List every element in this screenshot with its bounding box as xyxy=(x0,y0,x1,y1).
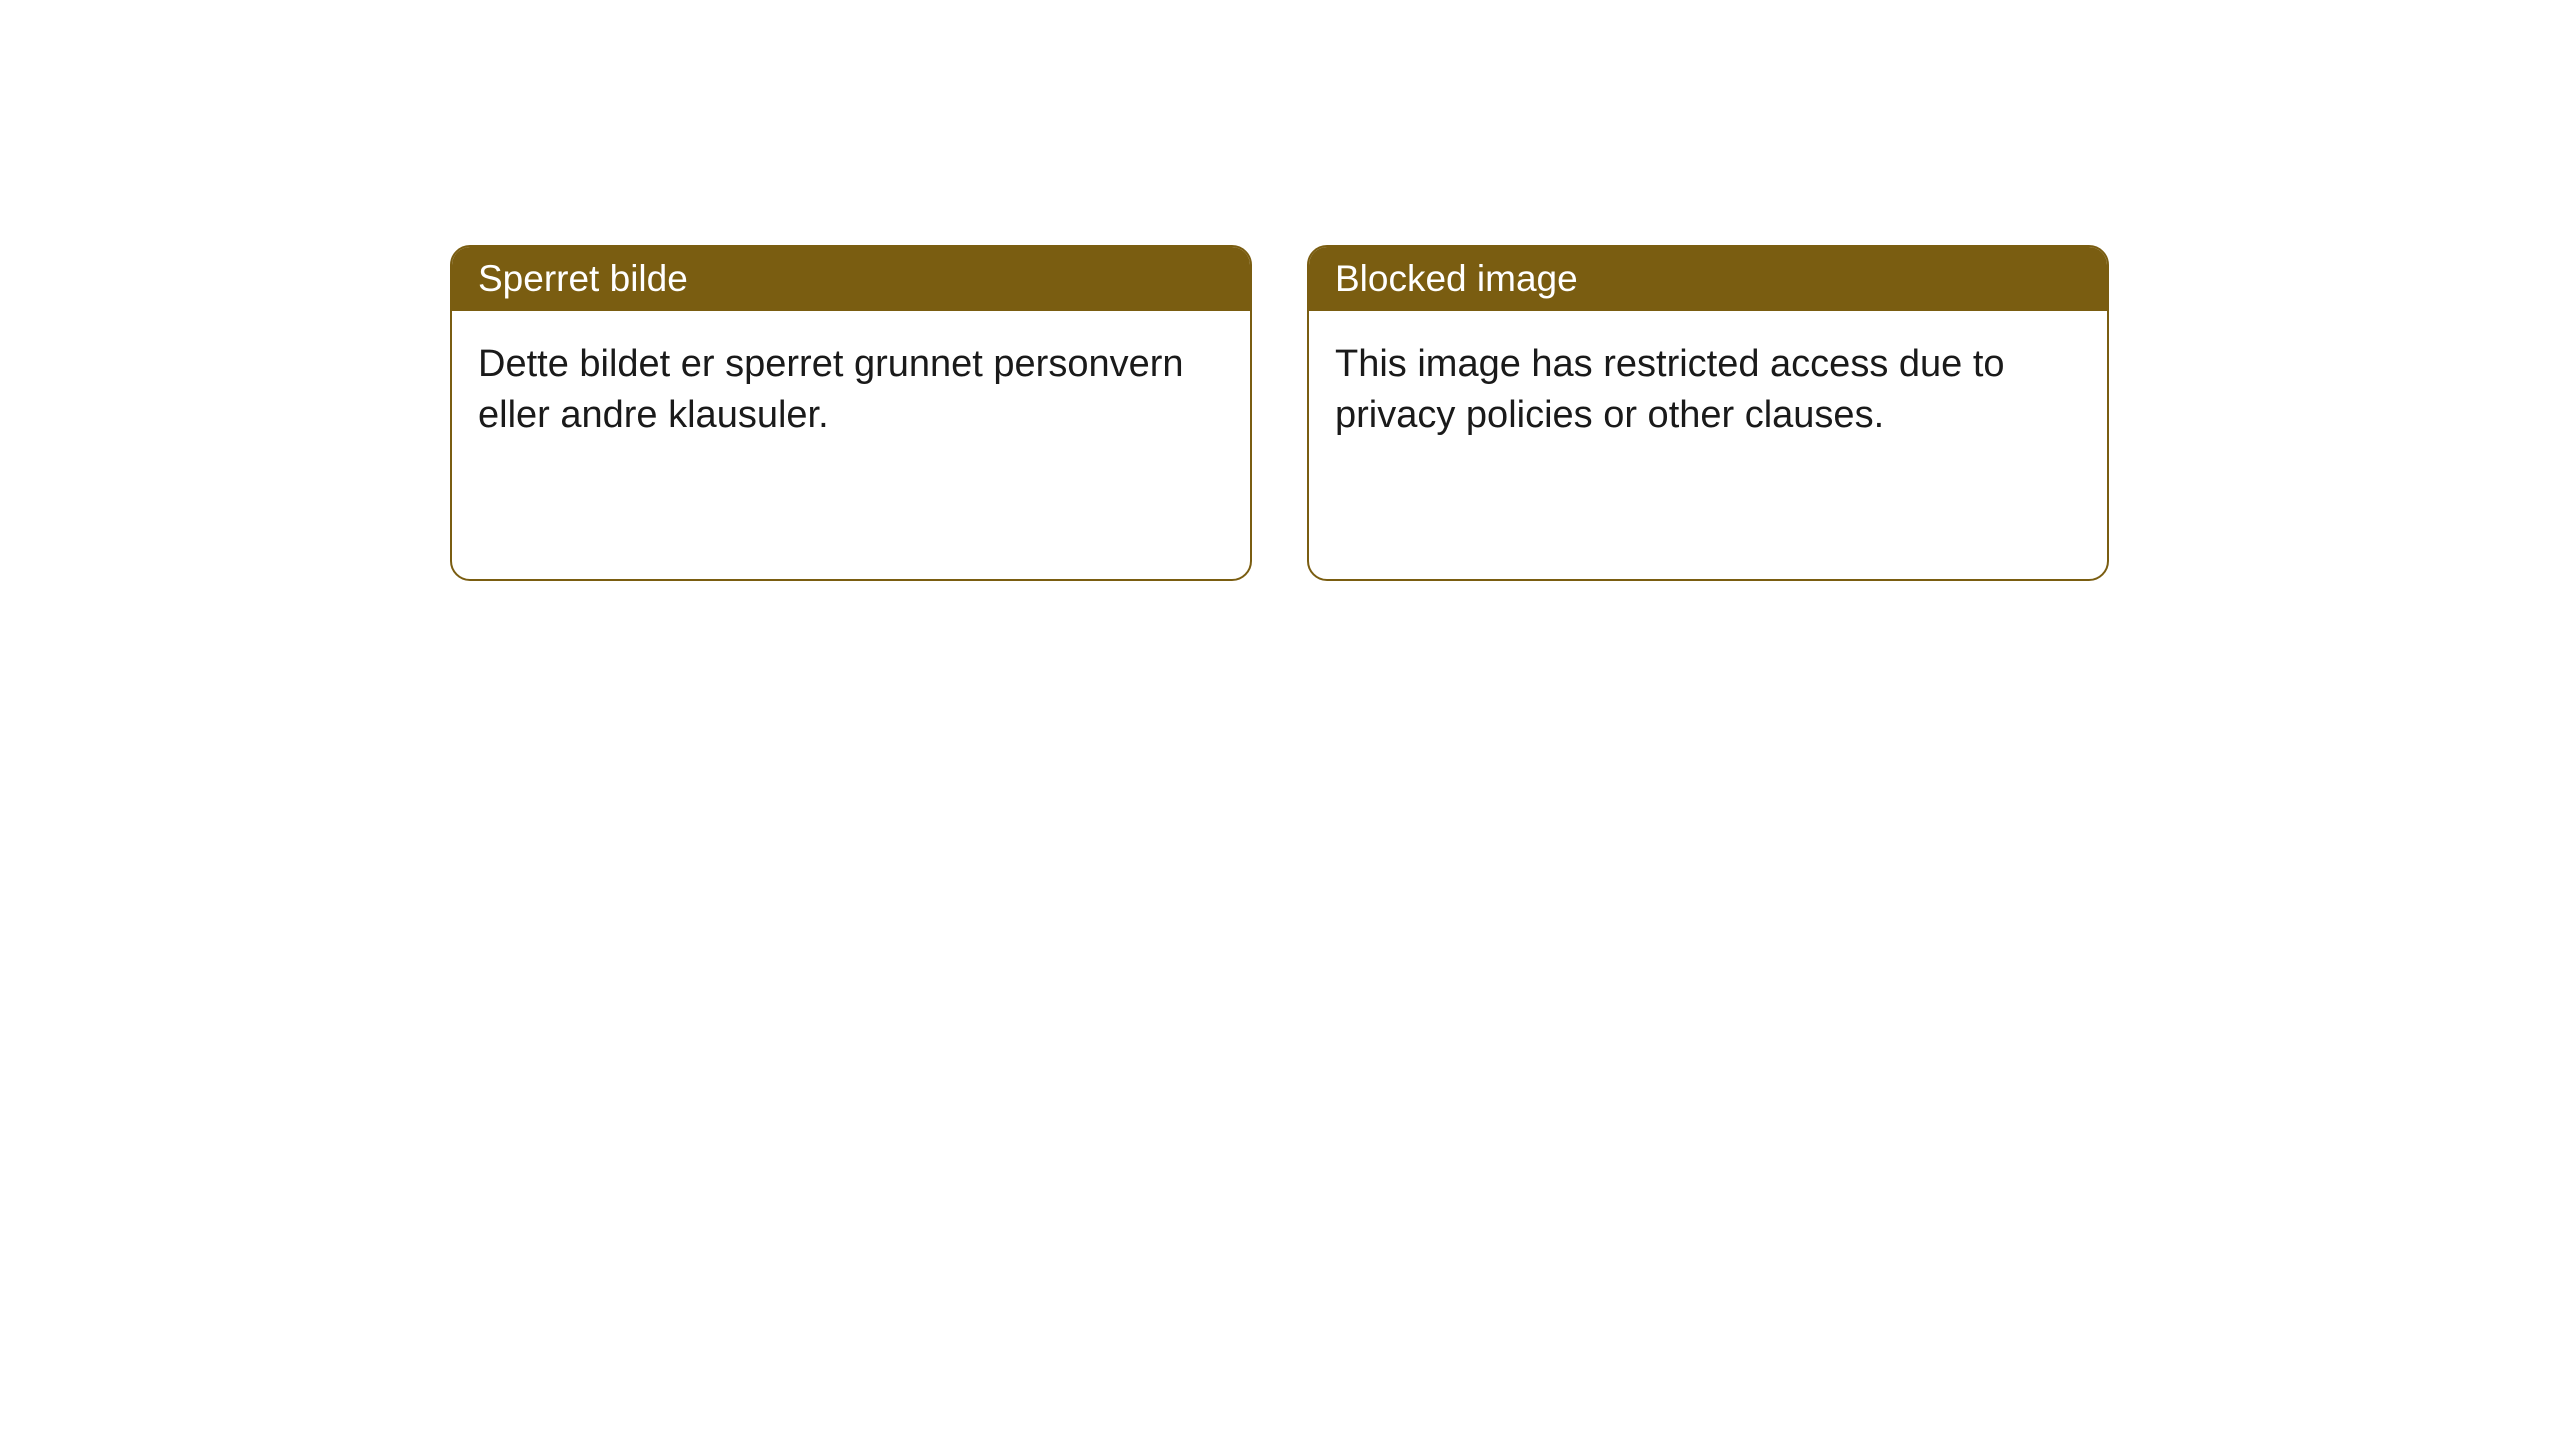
notice-card-no: Sperret bilde Dette bildet er sperret gr… xyxy=(450,245,1252,581)
notice-container: Sperret bilde Dette bildet er sperret gr… xyxy=(0,0,2560,581)
notice-card-en: Blocked image This image has restricted … xyxy=(1307,245,2109,581)
notice-title-no: Sperret bilde xyxy=(452,247,1250,311)
notice-body-en: This image has restricted access due to … xyxy=(1309,311,2107,470)
notice-body-no: Dette bildet er sperret grunnet personve… xyxy=(452,311,1250,470)
notice-title-en: Blocked image xyxy=(1309,247,2107,311)
